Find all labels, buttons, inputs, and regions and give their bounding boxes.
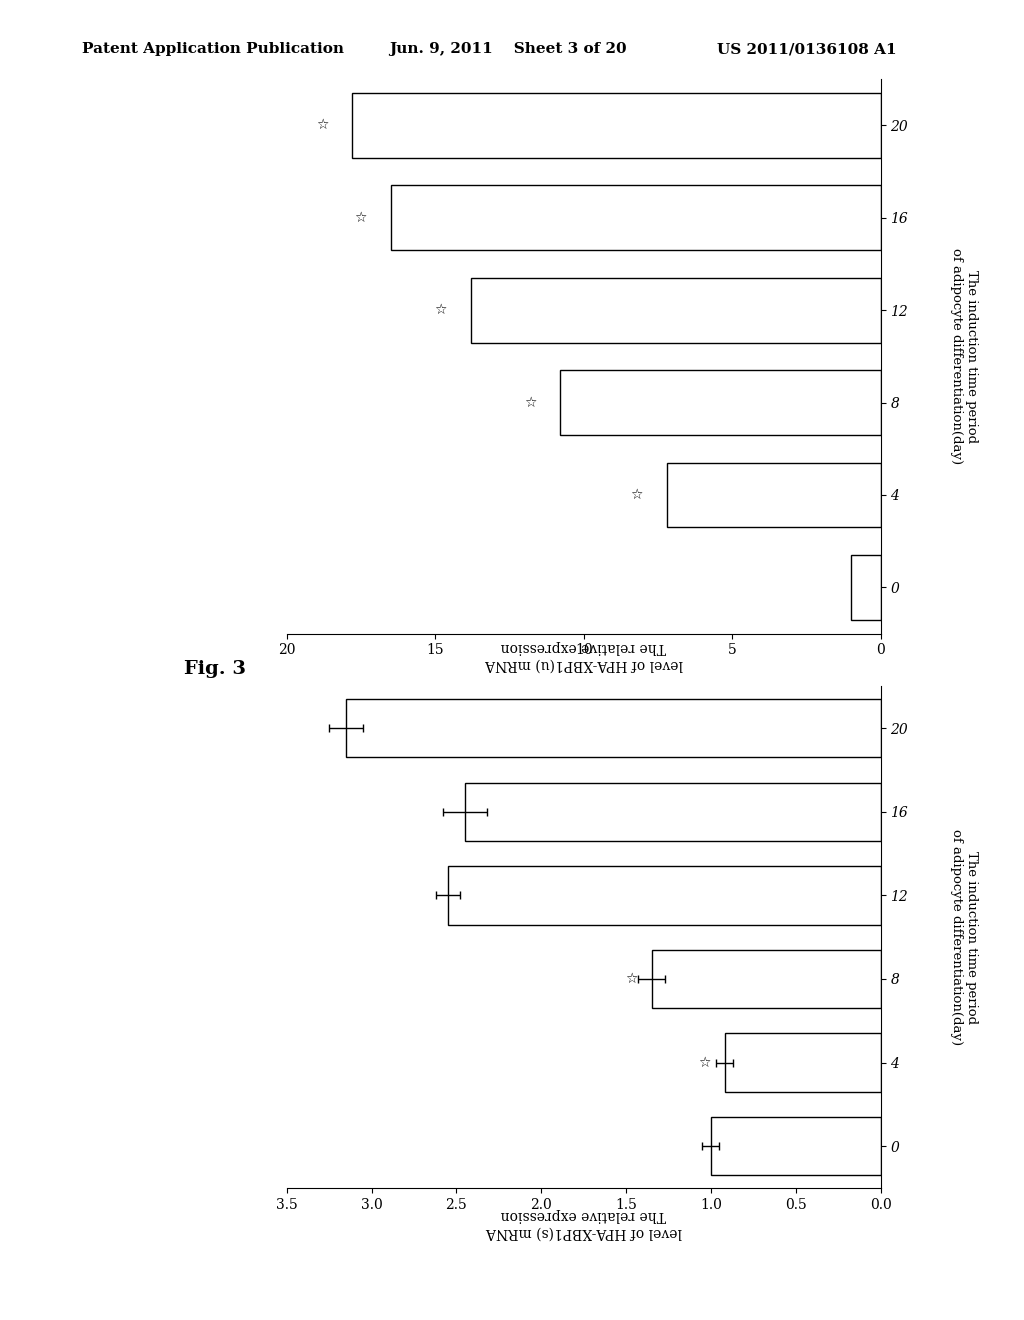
Text: ☆: ☆ bbox=[354, 211, 367, 224]
Bar bbox=[667, 463, 881, 528]
Text: ☆: ☆ bbox=[523, 396, 537, 409]
Text: The relative expression: The relative expression bbox=[501, 640, 667, 655]
Bar bbox=[391, 186, 881, 251]
Bar bbox=[447, 866, 881, 924]
Bar bbox=[560, 371, 881, 436]
Text: Jun. 9, 2011    Sheet 3 of 20: Jun. 9, 2011 Sheet 3 of 20 bbox=[389, 42, 627, 57]
Y-axis label: The induction time period
of adipocyte differentiation(day): The induction time period of adipocyte d… bbox=[949, 829, 978, 1045]
Text: ☆: ☆ bbox=[631, 488, 643, 502]
Bar bbox=[651, 950, 881, 1008]
Text: The relative expression: The relative expression bbox=[501, 1208, 667, 1222]
Bar bbox=[471, 277, 881, 342]
Y-axis label: The induction time period
of adipocyte differentiation(day): The induction time period of adipocyte d… bbox=[949, 248, 978, 465]
Text: ☆: ☆ bbox=[315, 119, 329, 132]
Text: Patent Application Publication: Patent Application Publication bbox=[82, 42, 344, 57]
Text: Fig. 3: Fig. 3 bbox=[184, 660, 247, 678]
Text: level of HPA-XBP1(u) mRNA: level of HPA-XBP1(u) mRNA bbox=[484, 657, 683, 672]
Bar bbox=[346, 700, 881, 758]
Bar bbox=[465, 783, 881, 841]
Bar bbox=[711, 1117, 881, 1175]
Text: US 2011/0136108 A1: US 2011/0136108 A1 bbox=[717, 42, 896, 57]
Text: ☆: ☆ bbox=[698, 1056, 711, 1069]
Bar bbox=[851, 556, 881, 620]
Bar bbox=[725, 1034, 881, 1092]
Text: ☆: ☆ bbox=[434, 304, 447, 317]
Text: level of HPA-XBP1(s) mRNA: level of HPA-XBP1(s) mRNA bbox=[485, 1225, 682, 1239]
Text: ☆: ☆ bbox=[626, 972, 638, 986]
Bar bbox=[352, 92, 881, 158]
